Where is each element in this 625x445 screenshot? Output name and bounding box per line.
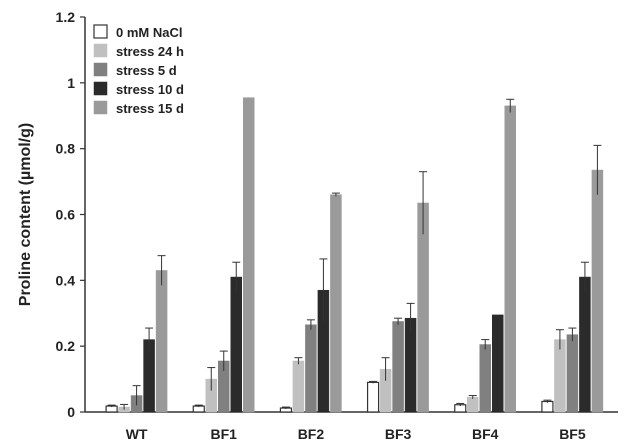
y-tick-label: 1.2 bbox=[56, 9, 76, 25]
y-axis-title: Proline content (µmol/g) bbox=[17, 123, 34, 306]
bar-stress-15-d bbox=[504, 105, 516, 413]
bar-stress-15-d bbox=[330, 194, 342, 413]
y-tick-label: 1 bbox=[67, 75, 75, 91]
bar-stress-24-h bbox=[292, 360, 305, 413]
bar-stress-5-d bbox=[566, 334, 579, 413]
y-tick-label: 0 bbox=[67, 404, 75, 420]
x-tick-label: WT bbox=[126, 426, 148, 442]
x-tick-label: BF4 bbox=[472, 426, 499, 442]
bar-stress-10-d bbox=[579, 276, 591, 413]
y-tick-label: 0.4 bbox=[56, 272, 76, 288]
x-tick-label: BF2 bbox=[298, 426, 325, 442]
bar-stress-5-d bbox=[392, 321, 404, 413]
legend-label: stress 15 d bbox=[116, 101, 184, 116]
y-tick-label: 0.6 bbox=[56, 207, 76, 223]
axes bbox=[80, 16, 618, 413]
legend-swatch bbox=[93, 24, 108, 39]
legend-label: stress 5 d bbox=[116, 63, 177, 78]
legend-swatch bbox=[93, 43, 108, 58]
legend-label: 0 mM NaCl bbox=[116, 25, 182, 40]
bar-0-mm-nacl bbox=[541, 400, 554, 413]
legend-swatch bbox=[93, 100, 108, 115]
x-tick-label: BF5 bbox=[559, 426, 586, 442]
bar-stress-5-d bbox=[479, 344, 491, 413]
bar-stress-15-d bbox=[155, 270, 168, 413]
bar-stress-15-d bbox=[243, 97, 255, 413]
labels: 0 0.2 0.4 0.6 0.8 1 1.2 Proline content (µmol/g… bbox=[17, 9, 586, 442]
bars bbox=[105, 97, 604, 413]
bar-stress-15-d bbox=[417, 202, 429, 413]
bar-stress-5-d bbox=[305, 324, 317, 413]
y-tick-label: 0.8 bbox=[56, 141, 76, 157]
legend-label: stress 10 d bbox=[116, 82, 184, 97]
bar-0-mm-nacl bbox=[366, 381, 380, 413]
bar-stress-10-d bbox=[492, 314, 504, 413]
bar-stress-24-h bbox=[554, 339, 566, 413]
legend-label: stress 24 h bbox=[116, 44, 184, 59]
x-tick-label: BF3 bbox=[385, 426, 412, 442]
y-tick-label: 0.2 bbox=[56, 338, 76, 354]
bar-stress-24-h bbox=[467, 396, 479, 413]
legend-swatch bbox=[93, 81, 108, 96]
legend: 0 mM NaCl stress 24 h stress 5 d stress 10 … bbox=[93, 24, 184, 116]
bar-stress-15-d bbox=[591, 169, 604, 413]
legend-swatch bbox=[93, 62, 108, 77]
bar-stress-10-d bbox=[230, 276, 242, 413]
x-tick-label: BF1 bbox=[211, 426, 238, 442]
